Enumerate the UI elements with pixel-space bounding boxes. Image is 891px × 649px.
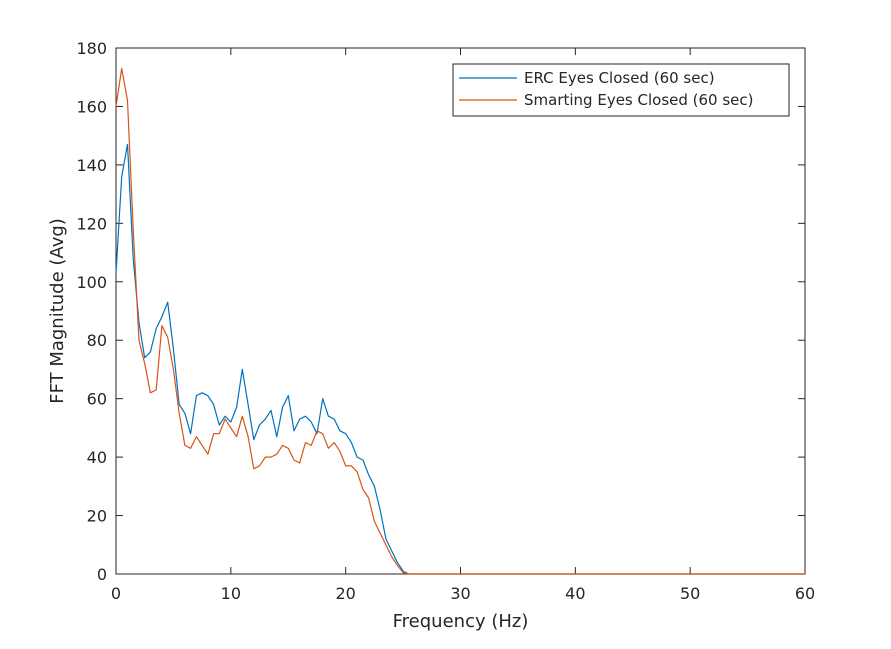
x-tick-label: 10: [221, 584, 241, 603]
x-tick-label: 30: [450, 584, 470, 603]
plot-frame: [115, 47, 806, 575]
y-tick-label: 80: [87, 331, 107, 350]
y-tick-label: 0: [97, 565, 107, 584]
y-axis-ticks: 0 20 40 60 80 100 120 140 160 180: [76, 39, 805, 584]
legend-box: [452, 63, 790, 117]
y-tick-label: 60: [87, 390, 107, 409]
x-tick-label: 20: [335, 584, 355, 603]
y-axis-title: FFT Magnitude (Avg): [47, 218, 68, 404]
y-tick-label: 100: [76, 273, 107, 292]
y-tick-label: 160: [76, 97, 107, 116]
y-tick-label: 20: [87, 507, 107, 526]
x-tick-label: 50: [680, 584, 700, 603]
x-axis-title: Frequency (Hz): [393, 611, 529, 632]
x-tick-label: 60: [795, 584, 815, 603]
x-tick-label: 0: [111, 584, 121, 603]
x-tick-label: 40: [565, 584, 585, 603]
series-layer: [115, 67, 805, 575]
y-tick-label: 40: [87, 448, 107, 467]
legend-label-erc: ERC Eyes Closed (60 sec): [524, 69, 715, 87]
x-axis-ticks: 0 10 20 30 40 50 60: [111, 48, 815, 603]
legend-label-smarting: Smarting Eyes Closed (60 sec): [524, 91, 754, 109]
y-tick-label: 120: [76, 214, 107, 233]
y-tick-label: 180: [76, 39, 107, 58]
plot-area: [115, 47, 806, 575]
legend: ERC Eyes Closed (60 sec) Smarting Eyes C…: [452, 63, 790, 117]
series-line-erc: [115, 143, 805, 575]
y-tick-label: 140: [76, 156, 107, 175]
series-line-smarting: [115, 67, 805, 575]
